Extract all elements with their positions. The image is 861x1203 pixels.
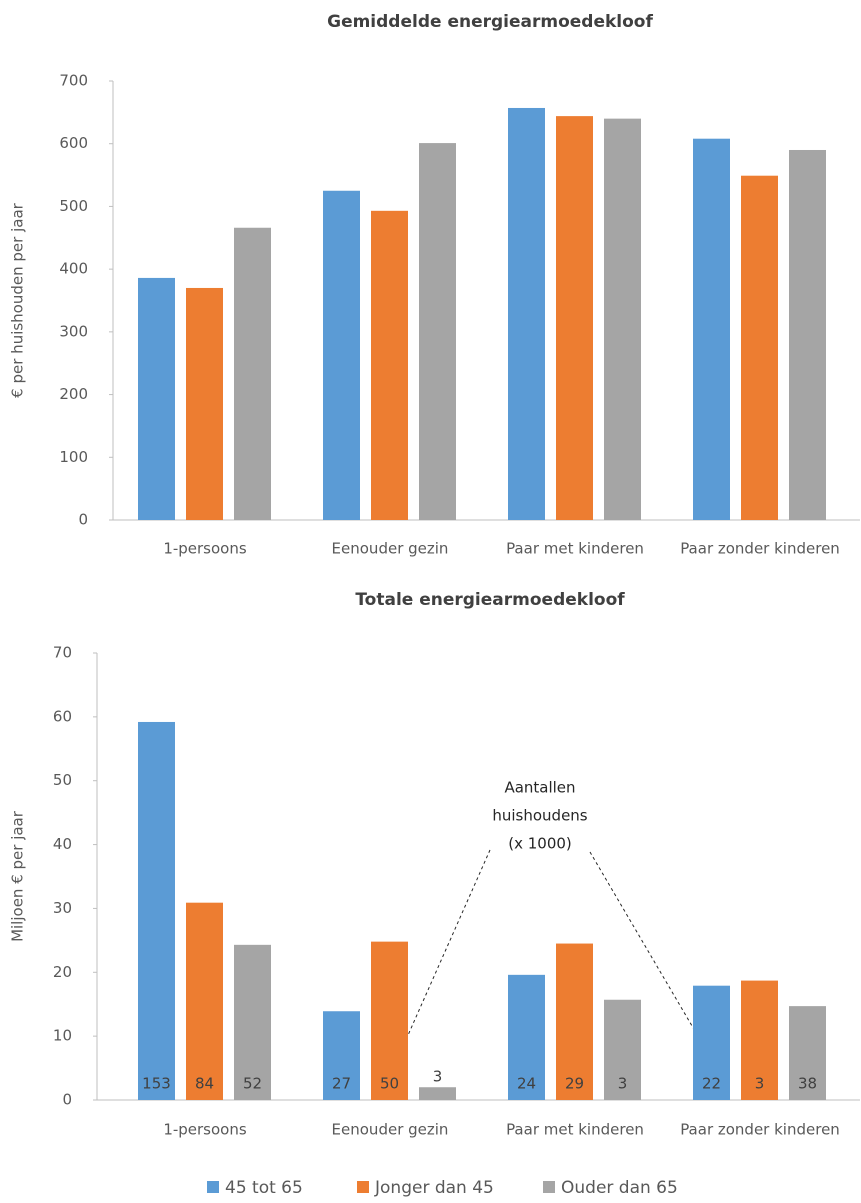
bar — [138, 721, 175, 1100]
x-tick-label: Eenouder gezin — [332, 1121, 449, 1139]
bar — [741, 175, 778, 520]
y-tick-label: 60 — [53, 707, 72, 725]
chart-title: Gemiddelde energiearmoedekloof — [327, 12, 653, 32]
data-label: 29 — [565, 1075, 584, 1093]
data-label: 3 — [755, 1075, 765, 1093]
bar — [508, 107, 545, 521]
bar — [234, 227, 271, 520]
y-tick-label: 70 — [53, 644, 72, 662]
bar — [419, 1087, 456, 1100]
bar — [186, 287, 223, 520]
x-tick-label: Paar met kinderen — [506, 540, 644, 558]
bar — [186, 902, 223, 1100]
data-label: 3 — [433, 1068, 443, 1086]
bar — [323, 190, 360, 520]
annotation-arrow — [395, 849, 491, 1062]
bar — [789, 149, 826, 520]
y-tick-label: 10 — [53, 1027, 72, 1045]
y-axis-label: Miljoen € per jaar — [9, 810, 27, 942]
annotation-arrow — [589, 851, 714, 1062]
bar — [371, 941, 408, 1100]
y-tick-label: 40 — [53, 835, 72, 853]
bar — [419, 143, 456, 520]
y-tick-label: 700 — [59, 72, 88, 90]
y-tick-label: 100 — [59, 448, 88, 466]
data-label: 3 — [618, 1075, 628, 1093]
bar — [741, 980, 778, 1100]
x-tick-label: 1-persoons — [163, 1121, 247, 1139]
data-label: 22 — [702, 1075, 721, 1093]
bar — [604, 999, 641, 1100]
data-label: 27 — [332, 1075, 351, 1093]
legend-label: Ouder dan 65 — [561, 1178, 678, 1198]
bar — [323, 1011, 360, 1100]
bar — [693, 138, 730, 520]
bar — [138, 277, 175, 520]
data-label: 153 — [142, 1075, 171, 1093]
legend-swatch — [357, 1181, 369, 1193]
x-tick-label: Paar met kinderen — [506, 1121, 644, 1139]
y-tick-label: 200 — [59, 385, 88, 403]
bar — [508, 974, 545, 1100]
bar — [371, 210, 408, 520]
annotation: Aantallen — [504, 779, 575, 797]
legend-label: 45 tot 65 — [225, 1178, 303, 1198]
y-tick-label: 400 — [59, 260, 88, 278]
legend-label: Jonger dan 45 — [374, 1178, 494, 1198]
legend-swatch — [543, 1181, 555, 1193]
data-label: 84 — [195, 1075, 214, 1093]
x-tick-label: 1-persoons — [163, 540, 247, 558]
x-tick-label: Eenouder gezin — [332, 540, 449, 558]
data-label: 50 — [380, 1075, 399, 1093]
data-label: 52 — [243, 1075, 262, 1093]
annotation: huishoudens — [492, 807, 587, 825]
x-tick-label: Paar zonder kinderen — [680, 540, 840, 558]
y-tick-label: 0 — [78, 511, 88, 529]
y-axis-label: € per huishouden per jaar — [9, 202, 27, 397]
bar — [789, 1006, 826, 1100]
x-tick-label: Paar zonder kinderen — [680, 1121, 840, 1139]
bar — [556, 943, 593, 1100]
legend-swatch — [207, 1181, 219, 1193]
y-tick-label: 50 — [53, 771, 72, 789]
bar — [556, 116, 593, 521]
annotation: (x 1000) — [508, 835, 572, 853]
y-tick-label: 300 — [59, 322, 88, 340]
chart-title: Totale energiearmoedekloof — [355, 590, 625, 610]
data-label: 24 — [517, 1075, 536, 1093]
bar — [604, 118, 641, 520]
y-tick-label: 0 — [62, 1091, 72, 1109]
y-tick-label: 30 — [53, 899, 72, 917]
bar — [693, 985, 730, 1100]
y-tick-label: 20 — [53, 963, 72, 981]
data-label: 38 — [798, 1075, 817, 1093]
y-tick-label: 500 — [59, 197, 88, 215]
y-tick-label: 600 — [59, 134, 88, 152]
bar — [234, 944, 271, 1100]
